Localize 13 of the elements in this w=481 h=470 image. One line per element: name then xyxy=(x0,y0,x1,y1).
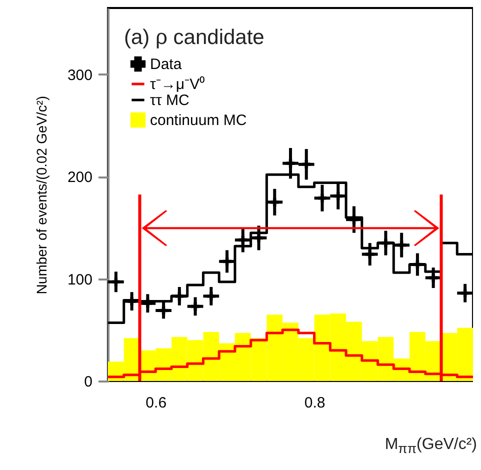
x-tick-label: 0.8 xyxy=(304,394,326,412)
x-tick-label: 0.6 xyxy=(146,394,167,412)
legend-label: Data xyxy=(150,56,182,73)
y-tick-label: 300 xyxy=(67,66,92,84)
text: (a) ρ candidate xyxy=(124,26,264,49)
legend-label: τ⁻→μ⁻V⁰ xyxy=(150,76,205,93)
y-axis-title: Number of events/(0.02 GeV/c²) xyxy=(33,96,50,294)
y-tick-label: 200 xyxy=(67,169,92,186)
y-tick-label: 100 xyxy=(67,271,92,288)
y-tick-label: 0 xyxy=(84,374,92,390)
legend-label: ττ MC xyxy=(150,92,190,109)
x-axis-title: M$_{ππ}$(GeV/c²) xyxy=(384,436,477,456)
legend-label: continuum MC xyxy=(150,112,247,129)
